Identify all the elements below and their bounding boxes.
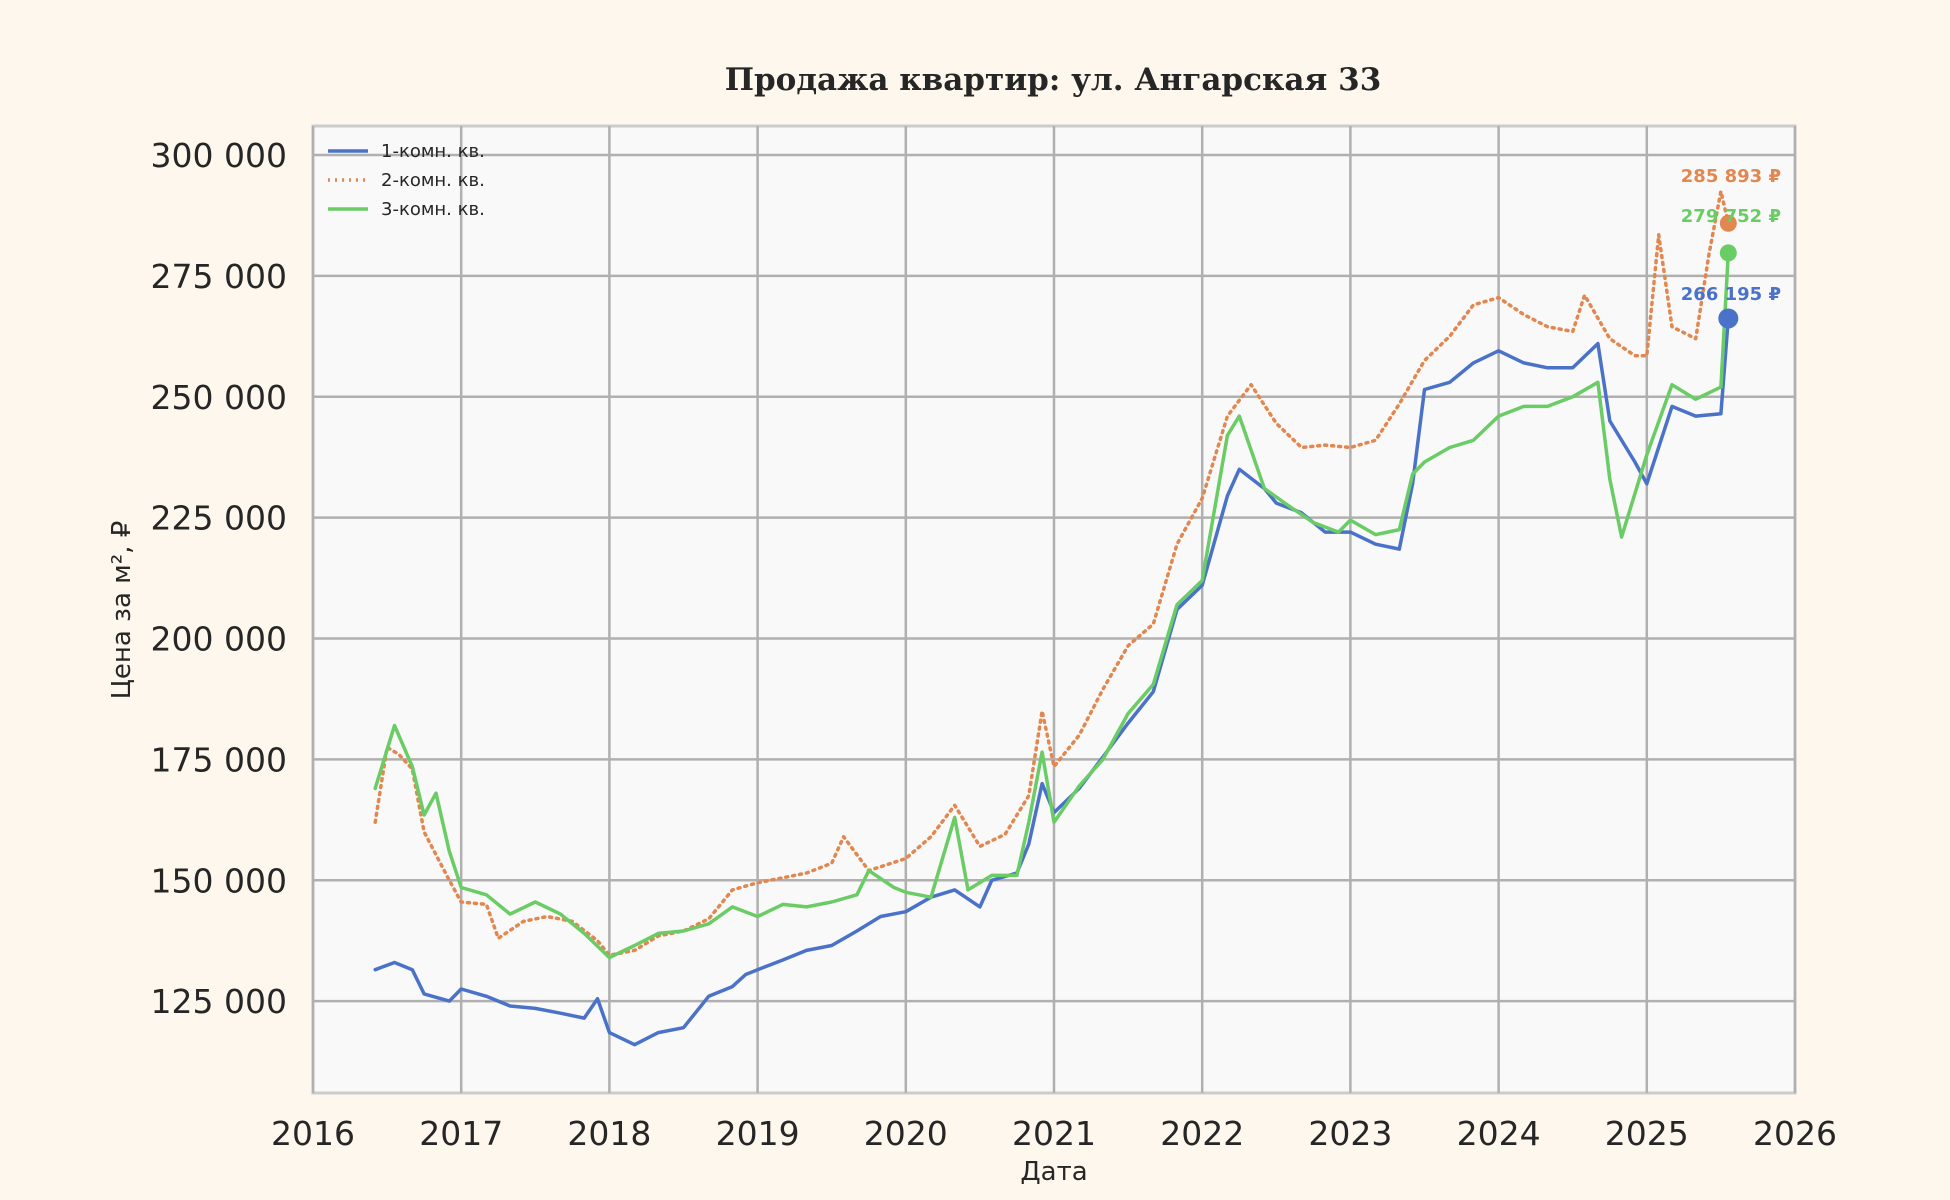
series-lines — [373, 189, 1731, 1047]
series-line-2 — [373, 189, 1731, 957]
end-markers: 285 893 ₽ 279 752 ₽ 266 195 ₽ — [1681, 166, 1781, 329]
x-tick-label: 2016 — [271, 1114, 355, 1153]
legend-label: 2-комн. кв. — [381, 170, 485, 191]
x-tick-label: 2026 — [1753, 1114, 1837, 1153]
end-marker — [1719, 244, 1737, 262]
y-tick-label: 125 000 — [151, 982, 287, 1021]
x-tick-label: 2025 — [1605, 1114, 1689, 1153]
x-tick-label: 2017 — [419, 1114, 503, 1153]
grid — [311, 126, 1797, 1093]
x-axis-label: Дата — [1020, 1157, 1087, 1187]
legend-label: 3-комн. кв. — [381, 199, 485, 220]
x-tick-label: 2020 — [864, 1114, 948, 1153]
y-tick-label: 200 000 — [151, 620, 287, 659]
x-tick-label: 2023 — [1308, 1114, 1392, 1153]
series-line-1 — [373, 316, 1731, 1047]
y-tick-label: 175 000 — [151, 740, 287, 779]
end-value-label: 279 752 ₽ — [1681, 206, 1781, 227]
series-line-3 — [373, 251, 1731, 960]
axis-ticks: 2016 2017 2018 2019 2020 2021 2022 2023 2024 2025… — [151, 136, 1837, 1153]
y-tick-label: 275 000 — [151, 257, 287, 296]
end-value-label: 285 893 ₽ — [1681, 166, 1781, 187]
x-tick-label: 2024 — [1457, 1114, 1541, 1153]
end-value-label: 266 195 ₽ — [1681, 284, 1781, 305]
x-tick-label: 2019 — [716, 1114, 800, 1153]
y-tick-label: 250 000 — [151, 378, 287, 417]
legend: 1-комн. кв. 2-комн. кв. 3-комн. кв. — [328, 141, 485, 220]
y-axis-label: Цена за м², ₽ — [107, 521, 137, 700]
y-tick-label: 300 000 — [151, 136, 287, 175]
chart-title: Продажа квартир: ул. Ангарская 33 — [725, 62, 1382, 98]
end-marker — [1718, 308, 1739, 329]
y-tick-label: 150 000 — [151, 861, 287, 900]
x-tick-label: 2022 — [1160, 1114, 1244, 1153]
end-marker — [1719, 214, 1737, 232]
x-tick-label: 2018 — [567, 1114, 651, 1153]
y-tick-label: 225 000 — [151, 499, 287, 538]
x-tick-label: 2021 — [1012, 1114, 1096, 1153]
legend-label: 1-комн. кв. — [381, 141, 485, 162]
